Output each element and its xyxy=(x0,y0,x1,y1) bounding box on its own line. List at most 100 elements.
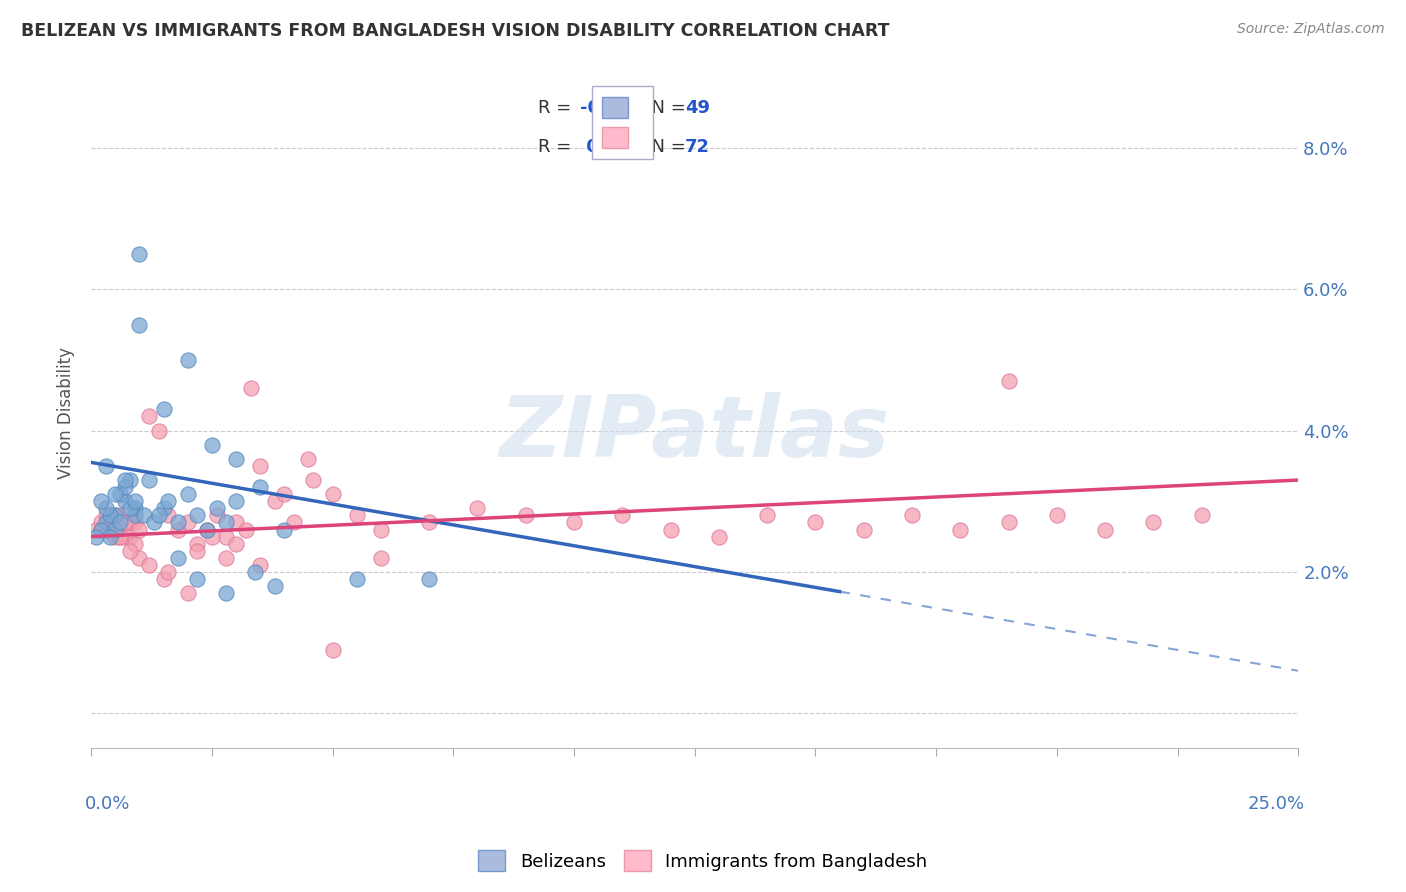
Point xyxy=(302,473,325,487)
Point xyxy=(949,523,972,537)
Point xyxy=(186,536,208,550)
Point xyxy=(225,494,247,508)
Point xyxy=(249,458,271,473)
Point xyxy=(195,523,218,537)
Point xyxy=(157,508,180,523)
Text: 0.144: 0.144 xyxy=(581,137,643,155)
Point xyxy=(418,516,440,530)
Point xyxy=(205,508,228,523)
Point xyxy=(94,458,117,473)
Point xyxy=(201,438,224,452)
Point xyxy=(100,508,122,523)
Point xyxy=(177,353,200,368)
Point xyxy=(90,523,112,537)
Point xyxy=(186,572,208,586)
Point xyxy=(852,523,875,537)
Point xyxy=(84,523,107,537)
Point xyxy=(124,536,146,550)
Point xyxy=(104,508,127,523)
Point xyxy=(346,508,368,523)
Point xyxy=(114,516,136,530)
Point xyxy=(707,530,730,544)
Text: -0.135: -0.135 xyxy=(581,99,644,117)
Point xyxy=(245,565,267,579)
Point xyxy=(273,523,295,537)
Point xyxy=(804,516,827,530)
Point xyxy=(108,508,131,523)
Point xyxy=(148,508,170,523)
Text: Source: ZipAtlas.com: Source: ZipAtlas.com xyxy=(1237,22,1385,37)
Point xyxy=(186,543,208,558)
Point xyxy=(152,402,174,417)
Point xyxy=(177,516,200,530)
Point xyxy=(167,550,190,565)
Point xyxy=(235,523,257,537)
Point xyxy=(225,536,247,550)
Point xyxy=(370,550,392,565)
Point xyxy=(138,558,160,572)
Text: N =: N = xyxy=(640,137,692,155)
Point xyxy=(94,516,117,530)
Y-axis label: Vision Disability: Vision Disability xyxy=(58,347,75,479)
Point xyxy=(124,516,146,530)
Point xyxy=(100,530,122,544)
Legend: , : , xyxy=(592,87,652,159)
Point xyxy=(215,530,238,544)
Point xyxy=(134,508,156,523)
Point xyxy=(94,501,117,516)
Point xyxy=(249,480,271,494)
Point xyxy=(297,451,319,466)
Text: 72: 72 xyxy=(685,137,710,155)
Point xyxy=(118,530,141,544)
Point xyxy=(263,494,285,508)
Point xyxy=(225,451,247,466)
Point xyxy=(148,424,170,438)
Point xyxy=(167,516,190,530)
Point xyxy=(562,516,585,530)
Point xyxy=(263,579,285,593)
Point xyxy=(138,473,160,487)
Point xyxy=(100,508,122,523)
Point xyxy=(124,494,146,508)
Text: 0.0%: 0.0% xyxy=(86,796,131,814)
Point xyxy=(157,565,180,579)
Point xyxy=(94,523,117,537)
Point xyxy=(114,494,136,508)
Point xyxy=(118,516,141,530)
Point xyxy=(128,247,150,261)
Point xyxy=(215,516,238,530)
Point xyxy=(108,530,131,544)
Point xyxy=(100,523,122,537)
Point xyxy=(1191,508,1213,523)
Text: 25.0%: 25.0% xyxy=(1247,796,1305,814)
Point xyxy=(167,523,190,537)
Point xyxy=(128,318,150,332)
Text: R =: R = xyxy=(538,99,576,117)
Point xyxy=(225,516,247,530)
Point xyxy=(322,487,344,501)
Point xyxy=(114,473,136,487)
Point xyxy=(124,501,146,516)
Point xyxy=(901,508,924,523)
Point xyxy=(1094,523,1116,537)
Point xyxy=(201,530,224,544)
Text: N =: N = xyxy=(640,99,692,117)
Text: ZIPatlas: ZIPatlas xyxy=(499,392,890,475)
Point xyxy=(283,516,305,530)
Text: BELIZEAN VS IMMIGRANTS FROM BANGLADESH VISION DISABILITY CORRELATION CHART: BELIZEAN VS IMMIGRANTS FROM BANGLADESH V… xyxy=(21,22,890,40)
Point xyxy=(418,572,440,586)
Point xyxy=(90,494,112,508)
Point xyxy=(118,473,141,487)
Point xyxy=(152,501,174,516)
Point xyxy=(205,501,228,516)
Point xyxy=(104,523,127,537)
Point xyxy=(239,381,262,395)
Point xyxy=(756,508,779,523)
Point xyxy=(94,508,117,523)
Point xyxy=(186,508,208,523)
Point xyxy=(104,530,127,544)
Point xyxy=(1142,516,1164,530)
Point xyxy=(195,523,218,537)
Point xyxy=(84,530,107,544)
Point xyxy=(152,572,174,586)
